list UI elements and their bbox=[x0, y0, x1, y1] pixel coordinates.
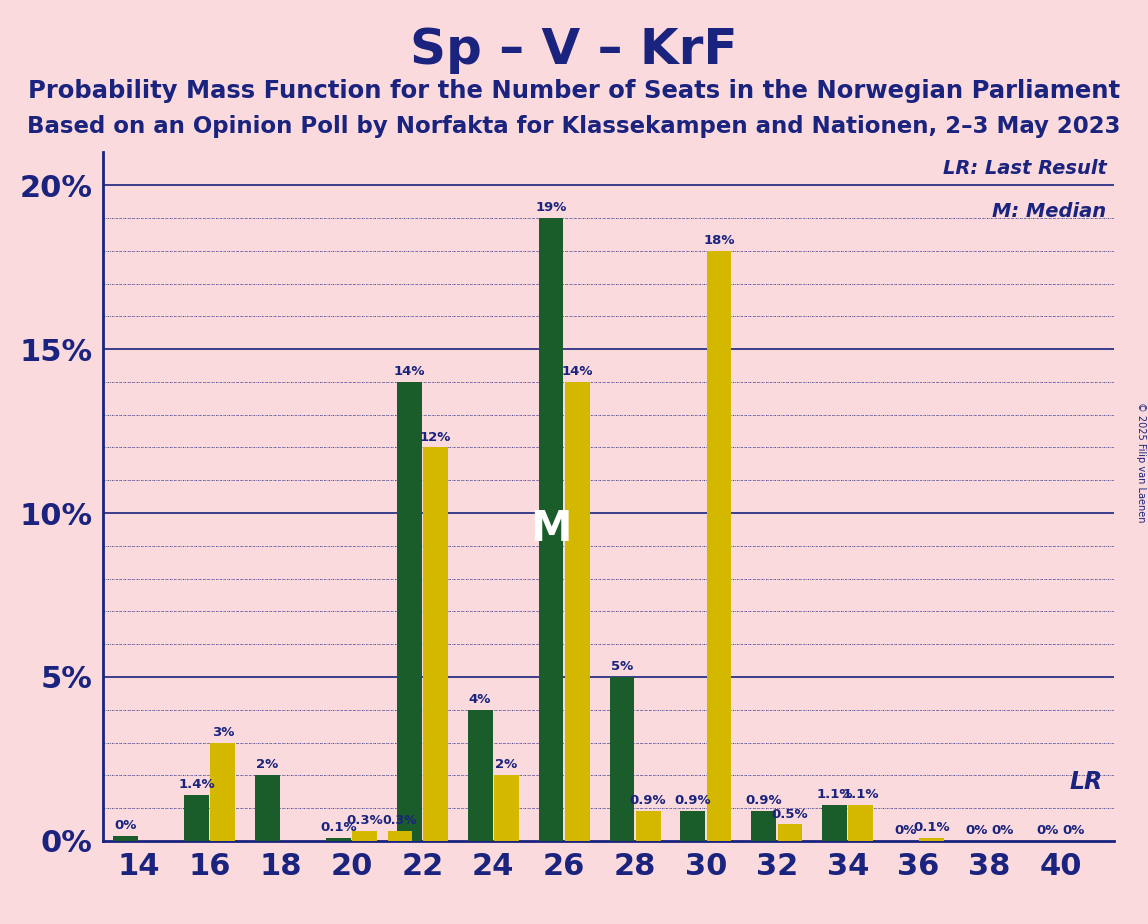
Text: 0%: 0% bbox=[1037, 824, 1058, 837]
Text: 0.3%: 0.3% bbox=[347, 814, 383, 827]
Text: 0.9%: 0.9% bbox=[630, 795, 667, 808]
Bar bbox=[538, 218, 564, 841]
Bar bbox=[822, 805, 847, 841]
Bar bbox=[255, 775, 280, 841]
Text: 14%: 14% bbox=[394, 365, 425, 378]
Text: 0%: 0% bbox=[894, 824, 916, 837]
Text: LR: Last Result: LR: Last Result bbox=[943, 159, 1107, 178]
Bar bbox=[114, 836, 138, 841]
Bar bbox=[707, 250, 731, 841]
Text: 19%: 19% bbox=[535, 201, 567, 214]
Bar bbox=[388, 831, 412, 841]
Bar bbox=[681, 811, 705, 841]
Text: 0.3%: 0.3% bbox=[382, 814, 418, 827]
Bar bbox=[352, 831, 377, 841]
Bar bbox=[424, 447, 448, 841]
Bar bbox=[210, 743, 235, 841]
Text: 14%: 14% bbox=[561, 365, 594, 378]
Text: 1.1%: 1.1% bbox=[816, 788, 853, 801]
Text: 0.1%: 0.1% bbox=[320, 821, 357, 833]
Text: 5%: 5% bbox=[611, 660, 633, 673]
Bar bbox=[751, 811, 776, 841]
Text: 0%: 0% bbox=[115, 819, 137, 832]
Text: 0%: 0% bbox=[992, 824, 1014, 837]
Text: 0.9%: 0.9% bbox=[675, 795, 711, 808]
Bar bbox=[565, 382, 590, 841]
Text: LR: LR bbox=[1070, 770, 1103, 794]
Text: 0%: 0% bbox=[1062, 824, 1085, 837]
Text: Probability Mass Function for the Number of Seats in the Norwegian Parliament: Probability Mass Function for the Number… bbox=[28, 79, 1120, 103]
Text: 0%: 0% bbox=[965, 824, 987, 837]
Text: 0.1%: 0.1% bbox=[914, 821, 951, 833]
Bar bbox=[777, 824, 802, 841]
Bar bbox=[397, 382, 421, 841]
Text: 1.1%: 1.1% bbox=[843, 788, 879, 801]
Text: Based on an Opinion Poll by Norfakta for Klassekampen and Nationen, 2–3 May 2023: Based on an Opinion Poll by Norfakta for… bbox=[28, 115, 1120, 138]
Text: 0.5%: 0.5% bbox=[771, 808, 808, 821]
Text: 2%: 2% bbox=[256, 759, 279, 772]
Text: 0.9%: 0.9% bbox=[745, 795, 782, 808]
Bar bbox=[494, 775, 519, 841]
Text: 12%: 12% bbox=[420, 431, 451, 444]
Text: 3%: 3% bbox=[211, 725, 234, 738]
Text: 1.4%: 1.4% bbox=[178, 778, 215, 791]
Bar bbox=[610, 677, 635, 841]
Bar bbox=[184, 795, 209, 841]
Bar bbox=[920, 837, 944, 841]
Bar bbox=[467, 710, 492, 841]
Bar bbox=[326, 837, 351, 841]
Bar bbox=[636, 811, 660, 841]
Text: M: Median: M: Median bbox=[992, 201, 1107, 221]
Text: 18%: 18% bbox=[704, 234, 735, 247]
Bar bbox=[848, 805, 874, 841]
Text: 4%: 4% bbox=[468, 693, 491, 706]
Text: © 2025 Filip van Laenen: © 2025 Filip van Laenen bbox=[1135, 402, 1146, 522]
Text: 2%: 2% bbox=[495, 759, 518, 772]
Text: Sp – V – KrF: Sp – V – KrF bbox=[410, 26, 738, 74]
Text: M: M bbox=[530, 508, 572, 551]
